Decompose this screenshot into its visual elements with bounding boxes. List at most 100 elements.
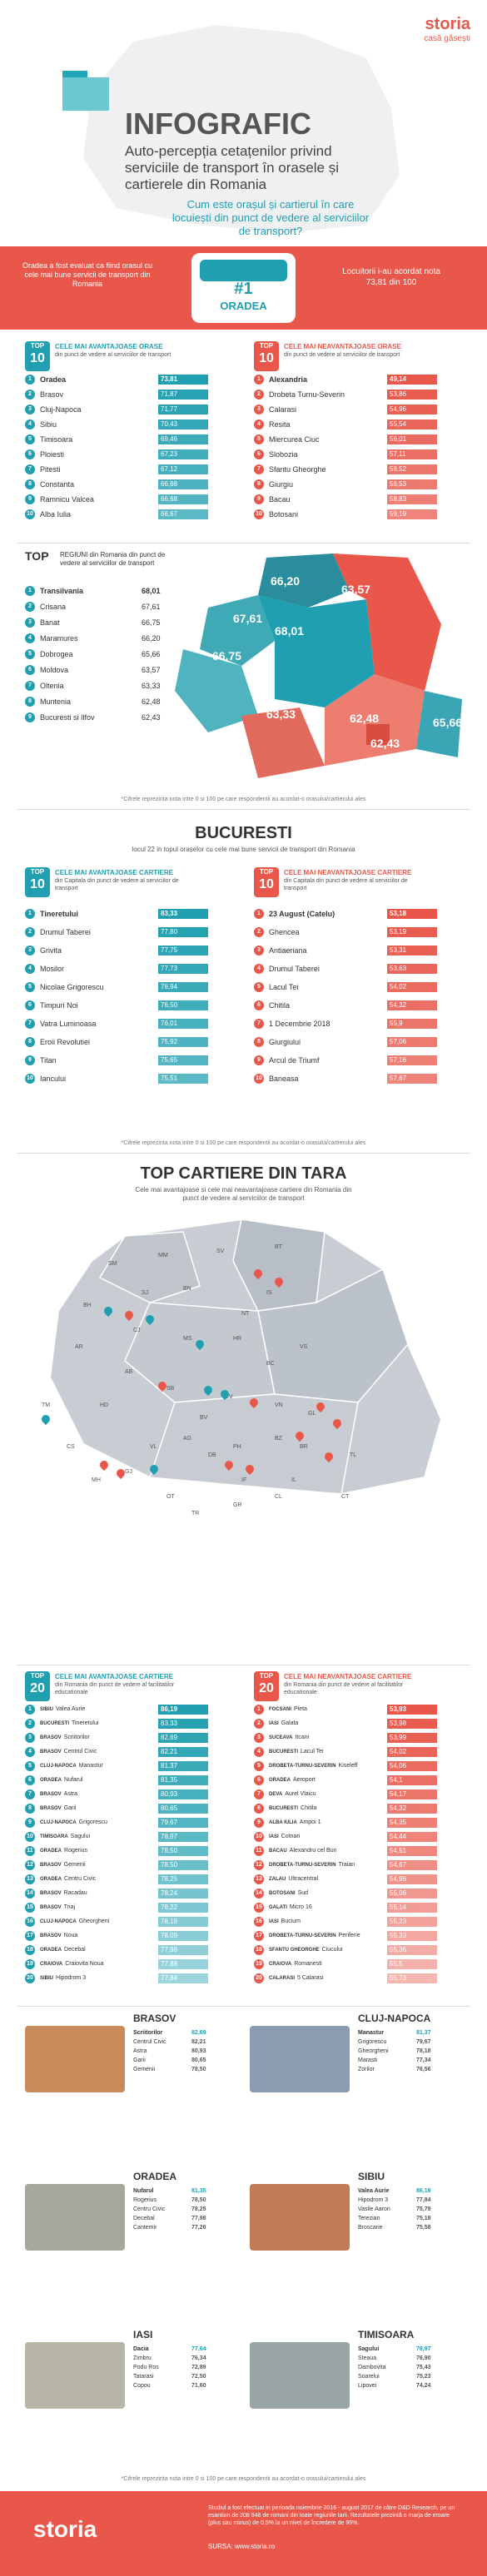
rank-number: 6 bbox=[25, 1775, 35, 1785]
city-row-value: 72,50 bbox=[191, 2374, 206, 2380]
item-city: SIBIU bbox=[40, 1707, 54, 1712]
item-name: Lacul Tei bbox=[269, 983, 299, 991]
city-row-value: 75,79 bbox=[416, 2206, 431, 2212]
rank-number: 1 bbox=[25, 375, 35, 385]
region-maramures bbox=[258, 553, 350, 608]
list-item: 17 DROBETA-TURNU-SEVERIN Periferie 55,33 bbox=[254, 1929, 462, 1943]
value-bar: 86,19 bbox=[158, 1705, 208, 1715]
list-item: 4 Drumul Taberei 53,63 bbox=[254, 962, 462, 975]
city-row: Cantemir 77,26 bbox=[133, 2224, 206, 2231]
list-item: 12 BRASOV Gemenii 78,50 bbox=[25, 1859, 233, 1872]
footer-brand[interactable]: storia bbox=[33, 2516, 97, 2542]
city-name: IASI bbox=[133, 2329, 153, 2340]
county-label: BN bbox=[183, 1286, 191, 1292]
list-item: 11 ORADEA Rogerius 78,50 bbox=[25, 1844, 233, 1858]
region-name: Dobrogea bbox=[40, 650, 73, 658]
item-name: DEVA Aurel Vlaicu bbox=[269, 1788, 316, 1801]
city-row: Astra 80,93 bbox=[133, 2047, 206, 2055]
county-label: TL bbox=[350, 1452, 357, 1458]
region-name: Bucuresti si Ilfov bbox=[40, 713, 95, 722]
city-name: ORADEA bbox=[133, 2171, 177, 2182]
list-item: 9 Titan 75,65 bbox=[25, 1054, 233, 1067]
city-row-value: 71,60 bbox=[191, 2383, 206, 2389]
list-item: 3 Calarasi 54,96 bbox=[254, 403, 462, 416]
county-label: CJ bbox=[133, 1328, 141, 1333]
list-item: 16 IASI Bucium 55,23 bbox=[254, 1915, 462, 1928]
county-label: IF bbox=[241, 1477, 247, 1483]
rank-number: 10 bbox=[254, 1832, 264, 1842]
city-card: BRASOV Scriitorilor 82,69 Centrul Civic 82,2… bbox=[25, 2013, 241, 2112]
item-name: SIBIU Hipodrom 3 bbox=[40, 1972, 86, 1985]
item-name: Alexandria bbox=[269, 375, 308, 384]
list-item: 20 CALARASI 5 Calarasi 55,73 bbox=[254, 1972, 462, 1985]
region-name: Transilvania bbox=[40, 587, 84, 595]
item-name: Drumul Taberei bbox=[269, 965, 320, 973]
county-label: MM bbox=[158, 1253, 168, 1258]
item-name: GALATI Micro 16 bbox=[269, 1901, 312, 1914]
list-item: 2 Drobeta Turnu-Severin 53,86 bbox=[254, 388, 462, 401]
value-bar: 79,67 bbox=[158, 1818, 208, 1828]
value-bar: 66,67 bbox=[158, 509, 208, 519]
city-row-value: 81,37 bbox=[416, 2030, 431, 2036]
list-item: 5 Nicolae Grigorescu 76,94 bbox=[25, 980, 233, 994]
value-bar: 55,06 bbox=[387, 1889, 437, 1898]
city-row-name: Soarelui bbox=[358, 2374, 380, 2380]
value-bar: 83,33 bbox=[158, 909, 208, 919]
item-name: Miercurea Ciuc bbox=[269, 435, 320, 444]
rank-number: 11 bbox=[254, 1846, 264, 1856]
item-name: ORADEA Rogerius bbox=[40, 1844, 87, 1858]
county-label: MS bbox=[183, 1336, 192, 1342]
item-label: Ampoi 1 bbox=[299, 1819, 321, 1825]
counties-map bbox=[48, 1218, 443, 1496]
item-city: BUCURESTI bbox=[269, 1806, 299, 1811]
region-item: 3 Banat 66,75 bbox=[25, 616, 171, 629]
rank-number: 7 bbox=[25, 681, 35, 691]
city-row: Lipovei 74,24 bbox=[358, 2382, 431, 2390]
item-label: Noua bbox=[63, 1933, 78, 1938]
county-label: CL bbox=[275, 1494, 282, 1500]
worst-cities-title: CELE MAI NEAVANTAJOASE ORASE bbox=[284, 343, 401, 350]
rank-number: 16 bbox=[25, 1917, 35, 1927]
value-bar: 54,17 bbox=[387, 1789, 437, 1799]
list-item: 2 IASI Galata 53,98 bbox=[254, 1717, 462, 1730]
item-city: DROBETA-TURNU-SEVERIN bbox=[269, 1764, 336, 1769]
value-bar: 83,33 bbox=[158, 1719, 208, 1729]
item-label: Manastur bbox=[78, 1763, 103, 1769]
item-name: Grivita bbox=[40, 946, 62, 955]
region-name: Muntenia bbox=[40, 697, 72, 706]
item-label: Bucium bbox=[281, 1918, 301, 1924]
item-city: ALBA IULIA bbox=[269, 1820, 297, 1825]
item-city: BRASOV bbox=[40, 1792, 62, 1797]
item-name: Vatra Luminoasa bbox=[40, 1020, 97, 1028]
value-bar: 54,96 bbox=[387, 405, 437, 414]
item-name: Giurgiului bbox=[269, 1038, 301, 1046]
region-map-value: 62,43 bbox=[370, 737, 400, 750]
top-cities-section: TOP 10 CELE MAI AVANTAJOASE ORASE din pun… bbox=[0, 341, 487, 533]
city-row-value: 76,34 bbox=[191, 2355, 206, 2361]
rank-number: 5 bbox=[254, 982, 264, 992]
list-item: 10 Baneasa 57,67 bbox=[254, 1072, 462, 1085]
rank-number: 8 bbox=[254, 1037, 264, 1047]
list-item: 10 Alba Iulia 66,67 bbox=[25, 508, 233, 521]
logo[interactable]: storia casă găsești bbox=[424, 15, 470, 43]
rank-number: 7 bbox=[25, 464, 35, 474]
rank-number: 1 bbox=[25, 586, 35, 596]
city-row-name: Gheorgheni bbox=[358, 2048, 389, 2054]
value-bar: 57,06 bbox=[387, 1037, 437, 1047]
best-cities-title: CELE MAI AVANTAJOASE ORASE bbox=[55, 343, 163, 350]
city-row-name: Dacia bbox=[133, 2346, 149, 2352]
rank-number: 5 bbox=[254, 434, 264, 444]
item-label: Itcani bbox=[295, 1735, 310, 1740]
rank-number: 4 bbox=[25, 964, 35, 974]
value-bar: 82,21 bbox=[158, 1747, 208, 1757]
footer-source[interactable]: SURSA: www.storia.ro bbox=[208, 2543, 276, 2550]
city-row: Garii 80,65 bbox=[133, 2057, 206, 2064]
value-bar: 54,67 bbox=[387, 1860, 437, 1870]
item-city: ORADEA bbox=[40, 1778, 62, 1783]
value-bar: 78,50 bbox=[158, 1860, 208, 1870]
list-item: 10 Botosani 59,19 bbox=[254, 508, 462, 521]
page-title: INFOGRAFIC bbox=[125, 107, 311, 141]
value-bar: 82,69 bbox=[158, 1733, 208, 1743]
value-bar: 55,14 bbox=[387, 1903, 437, 1913]
